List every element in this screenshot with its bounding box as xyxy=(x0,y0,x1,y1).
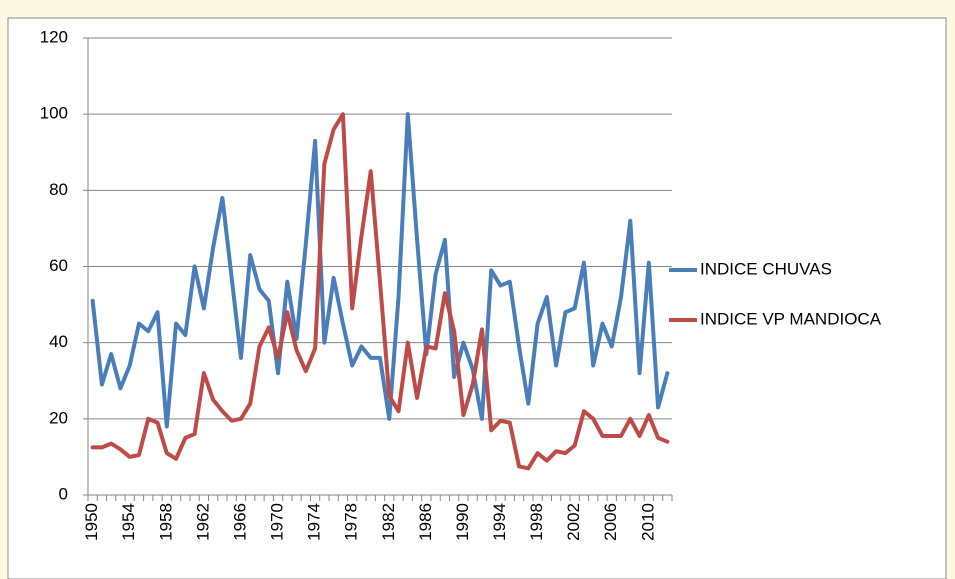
x-tick-label: 1982 xyxy=(379,503,398,541)
x-tick-label: 1990 xyxy=(453,503,472,541)
y-tick-label: 100 xyxy=(40,104,68,123)
y-tick-label: 0 xyxy=(59,484,68,503)
y-tick-label: 120 xyxy=(40,27,68,46)
y-tick-label: 40 xyxy=(49,332,68,351)
legend-label: INDICE VP MANDIOCA xyxy=(700,309,882,328)
x-tick-label: 1962 xyxy=(193,503,212,541)
series-line xyxy=(90,112,670,429)
x-tick-label: 1966 xyxy=(230,503,249,541)
x-tick-label: 1998 xyxy=(527,503,546,541)
x-tick-label: 1970 xyxy=(268,503,287,541)
x-tick-label: 1978 xyxy=(342,503,361,541)
y-tick-label: 20 xyxy=(49,408,68,427)
series-line xyxy=(90,112,670,471)
x-tick-label: 1950 xyxy=(82,503,101,541)
x-tick-label: 1954 xyxy=(119,503,138,541)
y-tick-label: 60 xyxy=(49,256,68,275)
y-tick-label: 80 xyxy=(49,180,68,199)
x-tick-label: 1986 xyxy=(416,503,435,541)
x-tick-label: 2010 xyxy=(638,503,657,541)
x-tick-label: 2002 xyxy=(564,503,583,541)
chart-area xyxy=(7,17,947,579)
x-tick-label: 1958 xyxy=(156,503,175,541)
legend-label: INDICE CHUVAS xyxy=(700,259,832,278)
x-tick-label: 2006 xyxy=(601,503,620,541)
x-tick-label: 1994 xyxy=(490,503,509,541)
x-tick-label: 1974 xyxy=(305,503,324,541)
